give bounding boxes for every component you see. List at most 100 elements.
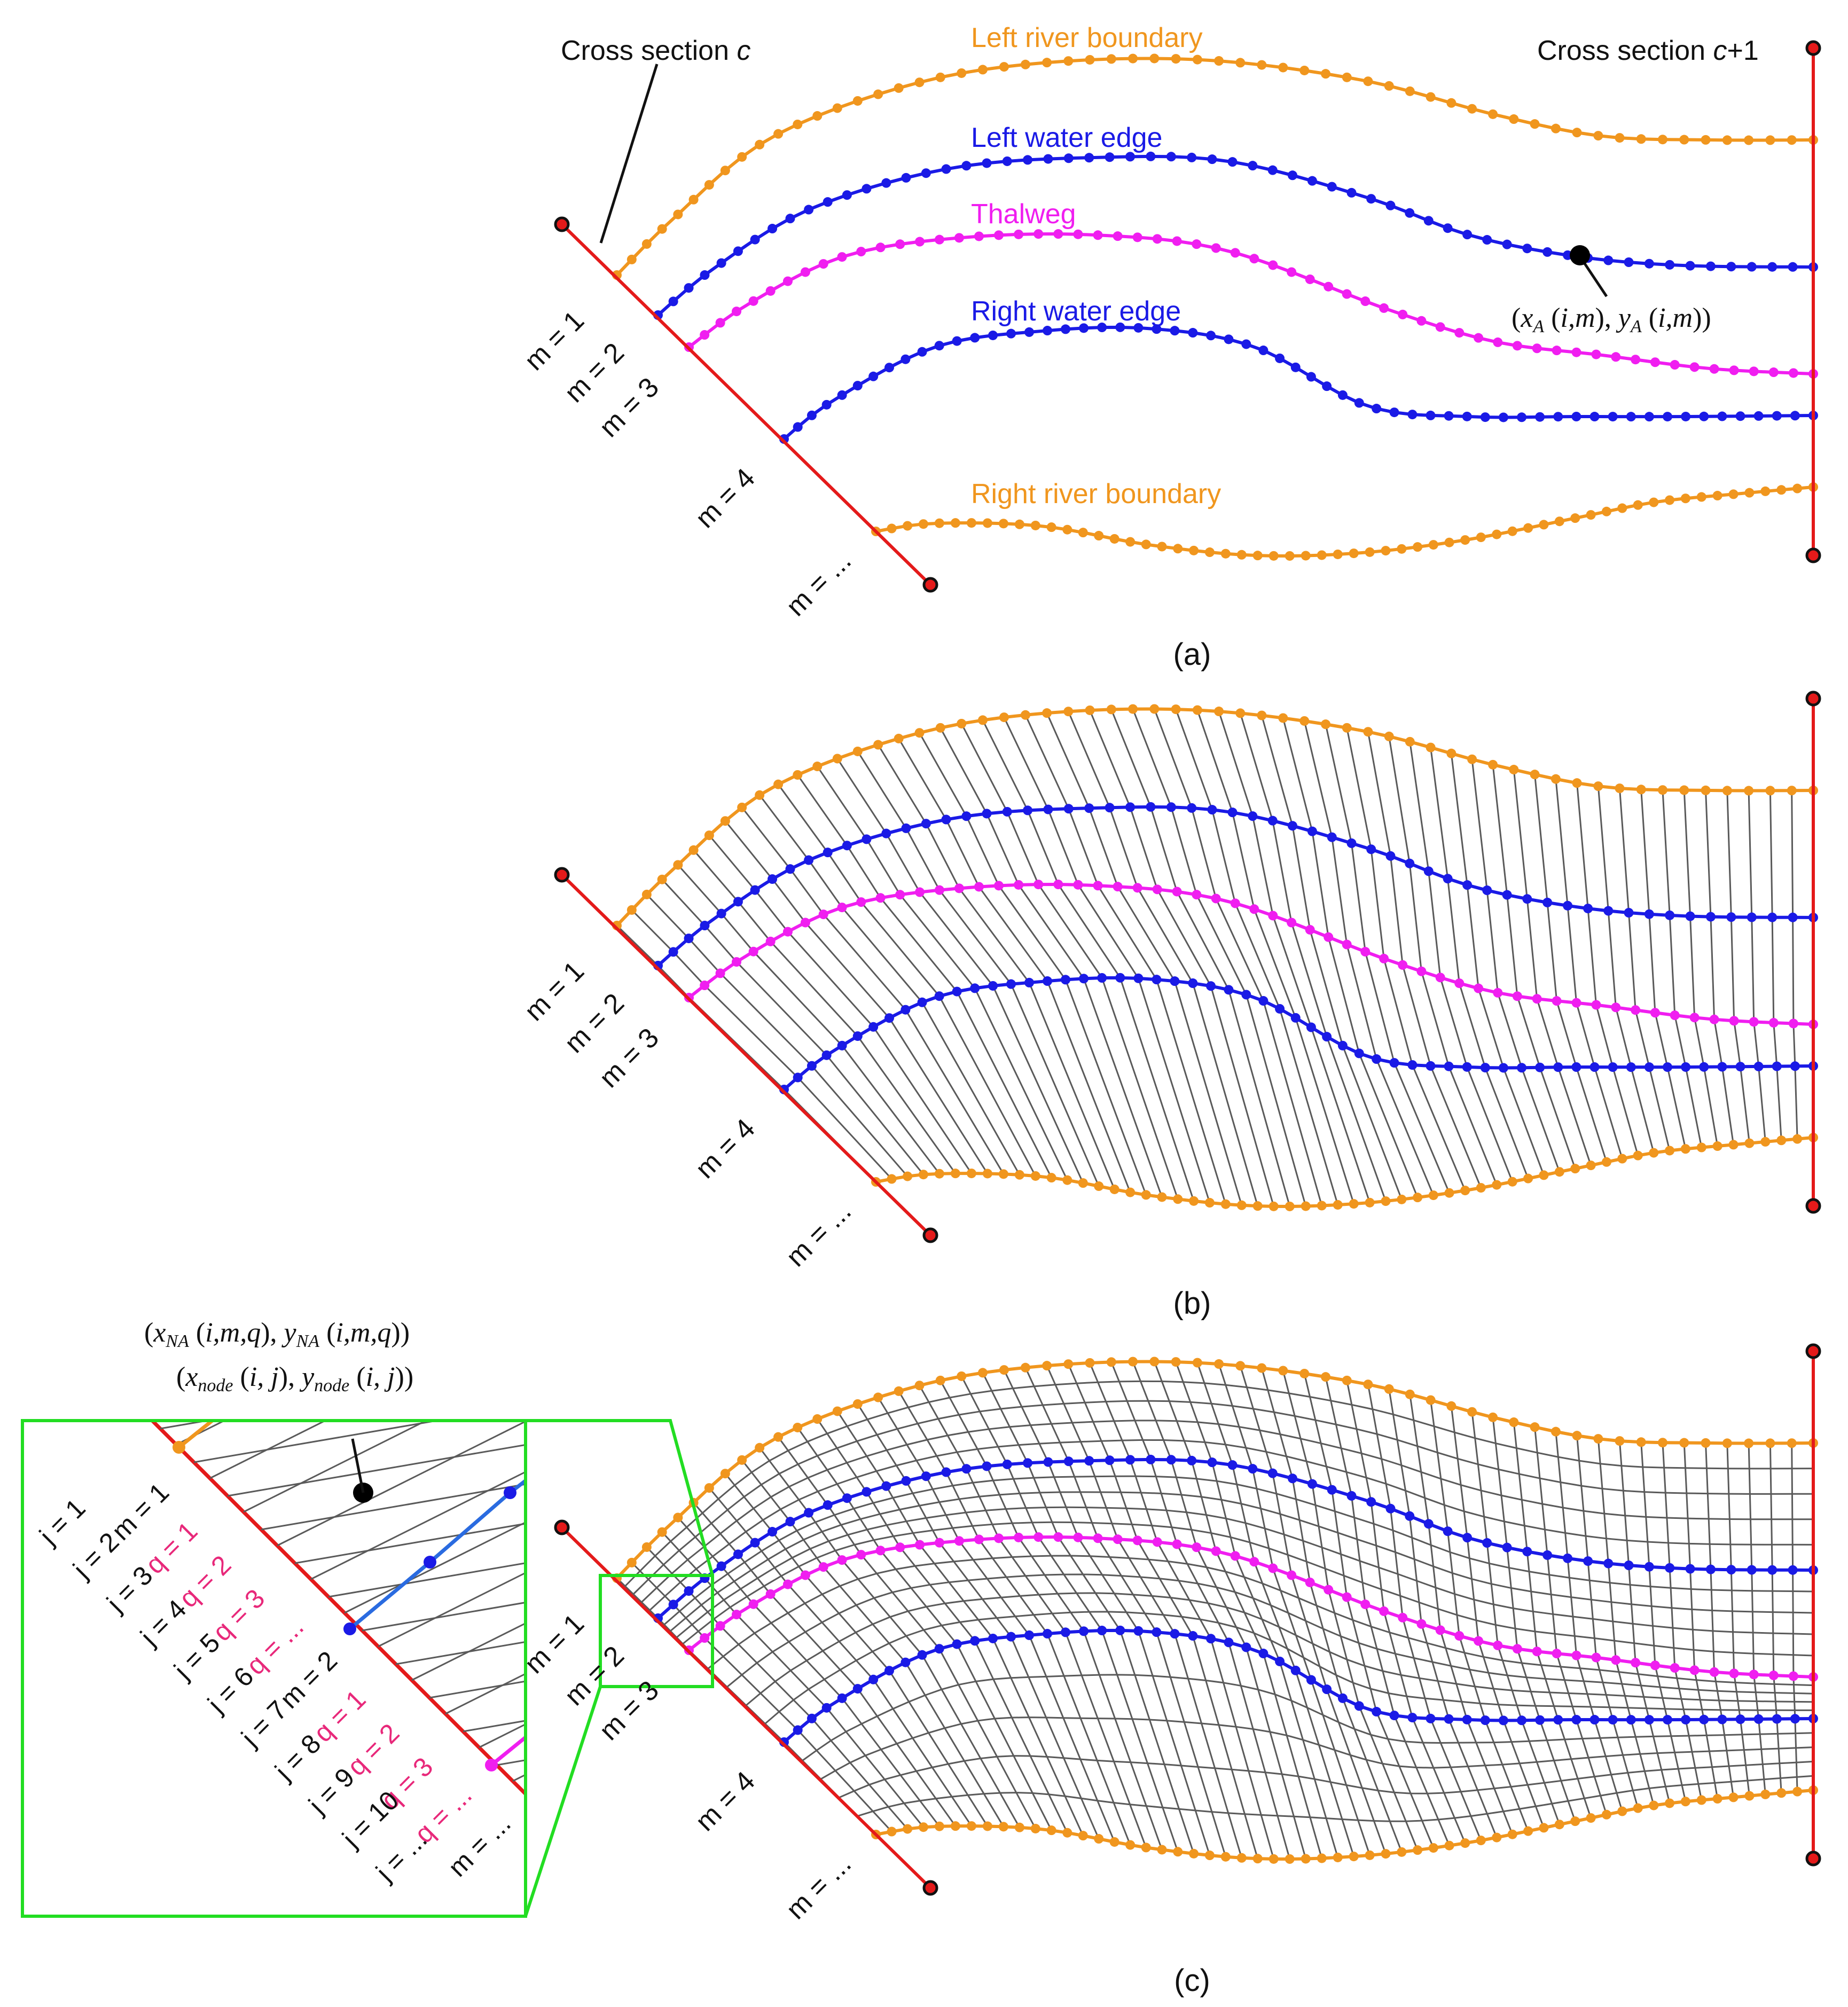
node-rwe bbox=[1717, 1714, 1727, 1724]
node-lrb bbox=[688, 845, 699, 855]
transverse-line bbox=[1388, 736, 1498, 1186]
node-rrb bbox=[1523, 1173, 1533, 1183]
node-rrb bbox=[1586, 1813, 1596, 1823]
node-lwe bbox=[1346, 1491, 1357, 1501]
node-rwe bbox=[917, 997, 927, 1007]
node-tw bbox=[1788, 368, 1798, 378]
node-lrb bbox=[1744, 135, 1754, 145]
node-rrb bbox=[1173, 1194, 1183, 1204]
node-rwe bbox=[1735, 1062, 1745, 1072]
node-rrb bbox=[1094, 1181, 1104, 1191]
node-lrb bbox=[1701, 135, 1711, 145]
cross-section-c bbox=[560, 873, 932, 1237]
node-lwe bbox=[1207, 805, 1217, 815]
node-rwe bbox=[806, 1061, 817, 1071]
node-rrb bbox=[1523, 1826, 1533, 1836]
node-lrb bbox=[999, 1365, 1009, 1375]
node-lwe bbox=[1705, 261, 1716, 271]
node-tw bbox=[1172, 1539, 1182, 1549]
node-rrb bbox=[1760, 486, 1771, 496]
node-rrb bbox=[1680, 1144, 1690, 1154]
node-tw bbox=[1249, 904, 1259, 914]
cross-section-c-label: Cross section c bbox=[561, 35, 750, 66]
node-rwe bbox=[1006, 1632, 1016, 1642]
node-rwe bbox=[900, 1657, 911, 1667]
node-lwe bbox=[1327, 1485, 1337, 1495]
node-rrb bbox=[1381, 546, 1391, 556]
node-lwe bbox=[1423, 216, 1434, 226]
node-rwe bbox=[1115, 973, 1125, 983]
node-lwe bbox=[1043, 1457, 1053, 1467]
node-rrb bbox=[1317, 1201, 1327, 1211]
node-rwe bbox=[1024, 1630, 1035, 1640]
node-tw bbox=[974, 231, 984, 241]
node-lrb bbox=[852, 1399, 863, 1409]
node-rwe bbox=[1061, 1627, 1071, 1637]
node-lwe bbox=[733, 1549, 743, 1559]
inset-cross-section bbox=[150, 1421, 526, 1797]
node-rrb bbox=[1014, 1822, 1024, 1832]
node-rwe bbox=[1079, 323, 1089, 333]
node-lrb bbox=[1342, 1375, 1352, 1385]
node-rrb bbox=[1062, 524, 1072, 535]
node-rwe bbox=[1115, 1625, 1125, 1635]
node-rwe bbox=[868, 371, 879, 381]
node-lwe bbox=[1002, 156, 1012, 166]
node-lwe bbox=[700, 270, 710, 280]
node-rrb bbox=[950, 1169, 960, 1179]
node-rwe bbox=[988, 1633, 998, 1643]
node-lrb bbox=[793, 770, 803, 780]
node-lwe bbox=[750, 1538, 760, 1548]
node-lwe bbox=[684, 283, 694, 293]
node-lwe bbox=[1105, 803, 1115, 813]
node-tw bbox=[782, 927, 793, 937]
node-tw bbox=[1305, 924, 1315, 935]
inset-water-node bbox=[504, 1486, 516, 1499]
node-rwe bbox=[1290, 362, 1301, 372]
node-rwe bbox=[970, 333, 980, 343]
node-lwe bbox=[1105, 152, 1115, 162]
panel-b-cross-sections bbox=[554, 691, 1821, 1243]
node-rrb bbox=[934, 1821, 944, 1831]
node-tw bbox=[1532, 1647, 1542, 1657]
node-lwe bbox=[862, 184, 872, 194]
node-rrb bbox=[1649, 1148, 1659, 1158]
node-rwe bbox=[1589, 1715, 1600, 1725]
node-lrb bbox=[793, 119, 803, 129]
transverse-line bbox=[1726, 1443, 1750, 1796]
node-lwe bbox=[1705, 1564, 1716, 1574]
node-lrb bbox=[1488, 759, 1498, 770]
node-rrb bbox=[1554, 516, 1564, 527]
node-lrb bbox=[1321, 69, 1331, 79]
node-lrb bbox=[977, 65, 988, 75]
node-tw bbox=[1268, 911, 1278, 921]
node-lwe bbox=[1063, 153, 1074, 163]
node-lwe bbox=[1084, 153, 1094, 163]
node-tw bbox=[1768, 1671, 1779, 1681]
cross-section-endpoint bbox=[1805, 1851, 1821, 1867]
node-rrb bbox=[1712, 491, 1722, 501]
node-rrb bbox=[1476, 1836, 1486, 1846]
node-tw bbox=[1670, 360, 1680, 370]
node-lwe bbox=[823, 848, 833, 858]
transverse-line bbox=[1769, 790, 1782, 1141]
node-lwe bbox=[668, 1600, 678, 1610]
cross-section-endpoint bbox=[922, 577, 938, 593]
node-lrb bbox=[1572, 1431, 1582, 1441]
node-rwe bbox=[1097, 323, 1107, 333]
node-lrb bbox=[1278, 713, 1288, 723]
node-rwe bbox=[1498, 1063, 1508, 1073]
node-rrb bbox=[1141, 539, 1151, 550]
zoom-region bbox=[599, 1574, 714, 1688]
node-rrb bbox=[1014, 1170, 1024, 1180]
node-lrb bbox=[1530, 770, 1540, 780]
node-lrb bbox=[1214, 56, 1224, 66]
node-lwe bbox=[1788, 262, 1798, 272]
node-rwe bbox=[1258, 1649, 1268, 1659]
node-lrb bbox=[773, 1432, 784, 1442]
node-lrb bbox=[1446, 1401, 1457, 1411]
node-lwe bbox=[901, 1476, 911, 1486]
node-lrb bbox=[1744, 786, 1754, 796]
node-tw bbox=[1631, 1005, 1641, 1015]
node-rwe bbox=[1717, 1062, 1727, 1072]
